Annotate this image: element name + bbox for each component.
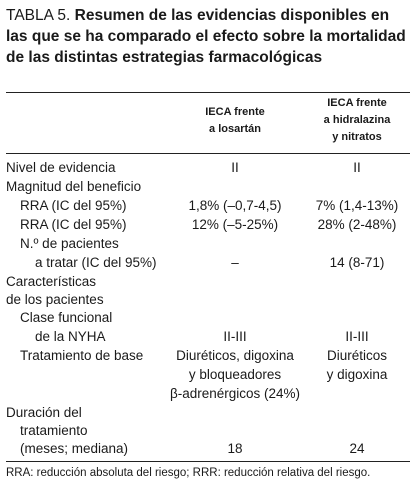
row-label: Magnitud del beneficio: [6, 179, 142, 194]
col3-header: IECA frente a hidralazina y nitratos: [323, 97, 391, 143]
footnote: RRA: reducción absoluta del riesgo; RRR:…: [6, 467, 371, 479]
row-label: RRA (IC del 95%): [20, 198, 127, 213]
cell-value: 14 (8-71): [329, 255, 385, 270]
cell-value: Diuréticos, digoxina: [176, 348, 294, 363]
cell-value: 24: [349, 441, 365, 456]
cell-value: 18: [227, 441, 243, 456]
row-label: RRA (IC del 95%): [20, 217, 127, 232]
cell-value: –: [231, 255, 239, 270]
cell-value: Diuréticos: [326, 348, 388, 363]
row-label: N.º de pacientes: [20, 236, 119, 251]
row-label: Nivel de evidencia: [6, 160, 116, 175]
top-rule: [6, 92, 410, 93]
row-label: tratamiento: [20, 423, 88, 438]
cell-value: y bloqueadores: [188, 367, 282, 382]
table-title: TABLA 5. Resumen de las evidencias dispo…: [6, 5, 410, 68]
table-number: TABLA 5.: [6, 7, 71, 24]
cell-value: 7% (1,4-13%): [315, 198, 399, 213]
cell-value: 28% (2-48%): [317, 217, 397, 232]
col2-header: IECA frente a losartán: [205, 106, 265, 135]
bottom-rule: [6, 461, 410, 462]
cell-value: II-III: [345, 329, 369, 344]
header-rule: [6, 153, 410, 154]
row-label: Características: [6, 274, 97, 289]
row-label: Tratamiento de base: [20, 348, 144, 363]
cell-value: 12% (–5-25%): [191, 217, 279, 232]
cell-value: y digoxina: [326, 367, 388, 382]
table-caption: Resumen de las evidencias disponibles en…: [6, 7, 406, 66]
cell-value: II: [231, 160, 239, 175]
row-label: a tratar (IC del 95%): [35, 255, 157, 270]
row-label: de los pacientes: [6, 292, 104, 307]
cell-value: 1,8% (–0,7-4,5): [188, 198, 282, 213]
cell-value: II-III: [223, 329, 247, 344]
row-label: de la NYHA: [35, 329, 106, 344]
row-label: Duración del: [6, 405, 82, 420]
row-label: (meses; mediana): [20, 441, 129, 456]
row-label: Clase funcional: [20, 310, 113, 325]
cell-value: II: [353, 160, 361, 175]
cell-value: β-adrenérgicos (24%): [169, 386, 301, 401]
